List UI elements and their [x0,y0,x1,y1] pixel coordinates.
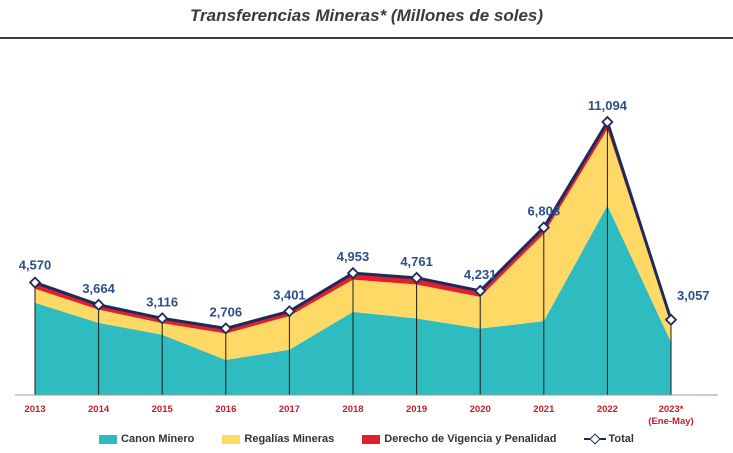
total-data-label: 3,401 [273,287,306,302]
title-divider [0,37,733,39]
total-data-label: 3,116 [146,294,178,309]
chart-legend: Canon Minero Regalías Mineras Derecho de… [0,433,733,445]
total-data-label: 11,094 [588,98,628,113]
x-tick-label: 2015 [152,404,174,415]
legend-label-canon: Canon Minero [121,433,195,445]
total-marker [410,271,423,285]
total-marker [155,312,169,325]
x-tick-label: 2013 [24,404,45,415]
total-data-label: 3,664 [82,281,115,296]
legend-label-total: Total [608,433,634,445]
legend-item-total: Total [584,433,634,445]
total-marker [664,313,678,326]
legend-swatch-regalias [222,434,241,444]
x-tick-note: (Ene-May) [648,416,693,427]
legend-swatch-derecho [362,434,381,444]
x-tick-label: 2022 [597,404,618,415]
total-marker [537,221,551,234]
total-data-label: 3,057 [677,288,710,303]
x-tick-label: 2020 [470,404,491,415]
legend-item-canon: Canon Minero [99,433,194,445]
x-tick-label: 2018 [342,404,363,415]
stacked-area-chart: 4,570 3,664 3,116 2,706 3,401 4,953 4,761 4,231… [15,98,718,427]
area-series-1 [35,129,671,361]
total-marker [92,298,105,312]
total-data-label: 2,706 [210,304,243,319]
total-marker [283,305,296,318]
area-series-0 [35,205,671,395]
total-marker [28,276,42,289]
x-tick-label: 2019 [406,404,427,415]
legend-item-regalias: Regalías Mineras [222,433,334,445]
legend-item-derecho: Derecho de Vigencia y Penalidad [362,433,556,445]
chart-title: Transferencias Mineras* (Millones de sol… [189,6,544,25]
total-marker [473,284,487,298]
total-data-label: 4,953 [337,249,370,264]
legend-line-total [584,434,607,444]
x-tick-label: 2016 [215,404,236,415]
total-marker [346,266,360,280]
total-data-label: 4,761 [400,254,433,269]
x-tick-label: 2014 [88,404,110,415]
x-tick-label: 2021 [533,404,555,415]
total-marker [219,322,233,335]
total-data-label: 4,570 [19,258,52,273]
total-data-label: 6,808 [528,203,561,218]
legend-swatch-canon [99,434,118,444]
x-tick-label: 2023* [659,404,684,415]
total-marker [601,115,614,129]
x-tick-label: 2017 [279,404,300,415]
total-data-label: 4,231 [464,267,497,282]
legend-label-derecho: Derecho de Vigencia y Penalidad [384,433,557,445]
legend-label-regalias: Regalías Mineras [244,433,335,445]
